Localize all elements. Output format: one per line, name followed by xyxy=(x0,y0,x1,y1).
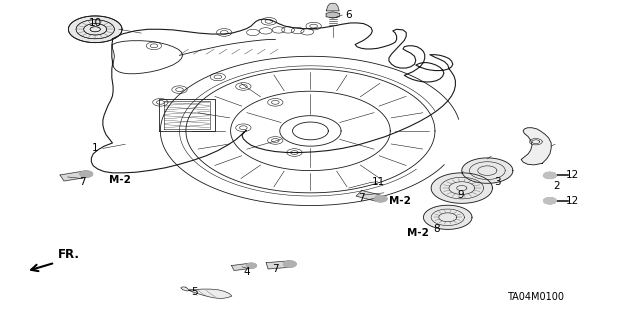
Text: 11: 11 xyxy=(372,177,385,187)
Polygon shape xyxy=(424,205,472,229)
Circle shape xyxy=(284,261,296,267)
Polygon shape xyxy=(326,3,339,11)
Text: 3: 3 xyxy=(494,177,501,187)
Polygon shape xyxy=(232,263,253,271)
Polygon shape xyxy=(521,128,551,165)
Text: 2: 2 xyxy=(553,182,559,191)
Polygon shape xyxy=(60,171,88,181)
Polygon shape xyxy=(68,16,122,43)
Text: M-2: M-2 xyxy=(407,227,429,238)
Text: 12: 12 xyxy=(566,196,579,206)
Text: 7: 7 xyxy=(79,177,86,187)
Text: 1: 1 xyxy=(92,143,99,153)
Text: 6: 6 xyxy=(346,10,352,20)
Circle shape xyxy=(543,197,556,204)
Polygon shape xyxy=(356,190,383,202)
Circle shape xyxy=(80,171,93,177)
Polygon shape xyxy=(431,173,492,203)
Circle shape xyxy=(543,172,556,179)
Text: M-2: M-2 xyxy=(109,175,131,185)
Polygon shape xyxy=(326,12,339,18)
Text: TA04M0100: TA04M0100 xyxy=(508,292,564,302)
Polygon shape xyxy=(462,158,513,183)
Polygon shape xyxy=(266,261,291,269)
Polygon shape xyxy=(180,287,232,299)
Text: FR.: FR. xyxy=(58,248,80,261)
Text: 7: 7 xyxy=(272,264,278,274)
Text: 12: 12 xyxy=(566,170,579,180)
Text: 10: 10 xyxy=(89,18,102,28)
Circle shape xyxy=(374,196,387,202)
Text: 8: 8 xyxy=(433,224,440,234)
Text: 5: 5 xyxy=(191,287,198,297)
Text: 9: 9 xyxy=(457,190,464,200)
Text: M-2: M-2 xyxy=(389,196,411,206)
Circle shape xyxy=(246,263,257,268)
Text: 7: 7 xyxy=(358,193,365,203)
Text: 4: 4 xyxy=(243,267,250,277)
